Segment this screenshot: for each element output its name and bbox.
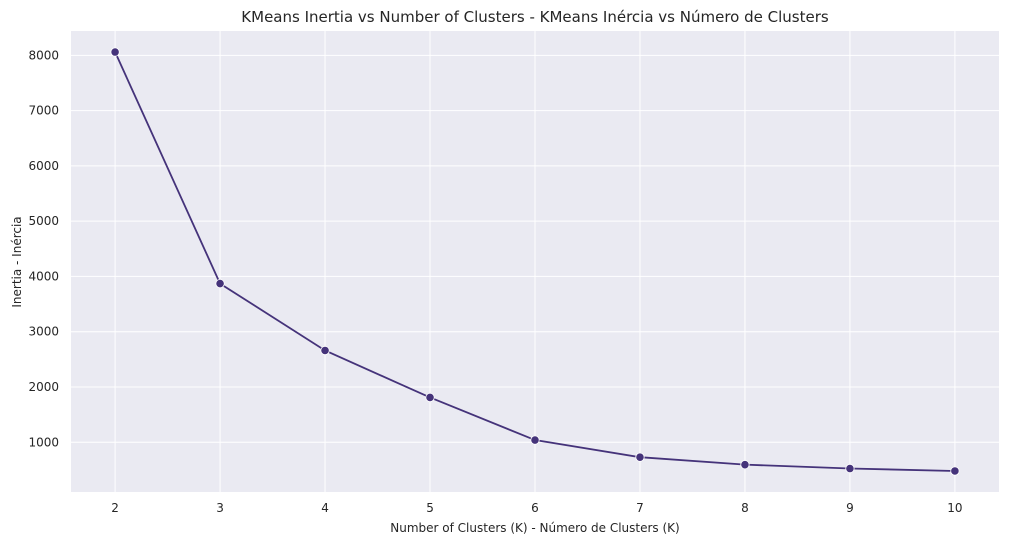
- data-point: [215, 279, 225, 289]
- y-tick-label: 1000: [28, 435, 59, 449]
- x-tick-label: 5: [426, 501, 434, 515]
- y-tick-label: 2000: [28, 380, 59, 394]
- data-point: [845, 463, 855, 474]
- series: [110, 47, 960, 476]
- tick-labels: 2 3 4 5 6 7 8 9 10 1000 2000 3000 4000 5000 6000 7000 80…: [28, 48, 962, 515]
- data-point: [635, 452, 645, 462]
- x-tick-label: 2: [111, 501, 119, 515]
- data-point: [110, 47, 120, 57]
- chart-title: KMeans Inertia vs Number of Clusters - K…: [241, 8, 829, 26]
- data-point: [320, 345, 330, 356]
- x-tick-label: 3: [216, 501, 224, 515]
- x-tick-label: 4: [321, 501, 329, 515]
- y-axis-label: Inertia - Inércia: [10, 216, 24, 307]
- data-point: [425, 392, 435, 403]
- y-tick-label: 4000: [28, 269, 59, 283]
- y-tick-label: 5000: [28, 214, 59, 228]
- data-point: [530, 435, 540, 445]
- x-tick-label: 6: [531, 501, 539, 515]
- x-tick-label: 8: [741, 501, 749, 515]
- y-tick-label: 7000: [28, 104, 59, 118]
- x-axis-label: Number of Clusters (K) - Número de Clust…: [390, 521, 679, 535]
- data-point: [740, 460, 750, 470]
- y-tick-label: 6000: [28, 159, 59, 173]
- y-tick-label: 3000: [28, 325, 59, 339]
- data-point: [950, 466, 960, 476]
- x-tick-label: 10: [947, 501, 962, 515]
- x-tick-label: 7: [636, 501, 644, 515]
- x-tick-label: 9: [846, 501, 854, 515]
- y-tick-label: 8000: [28, 48, 59, 62]
